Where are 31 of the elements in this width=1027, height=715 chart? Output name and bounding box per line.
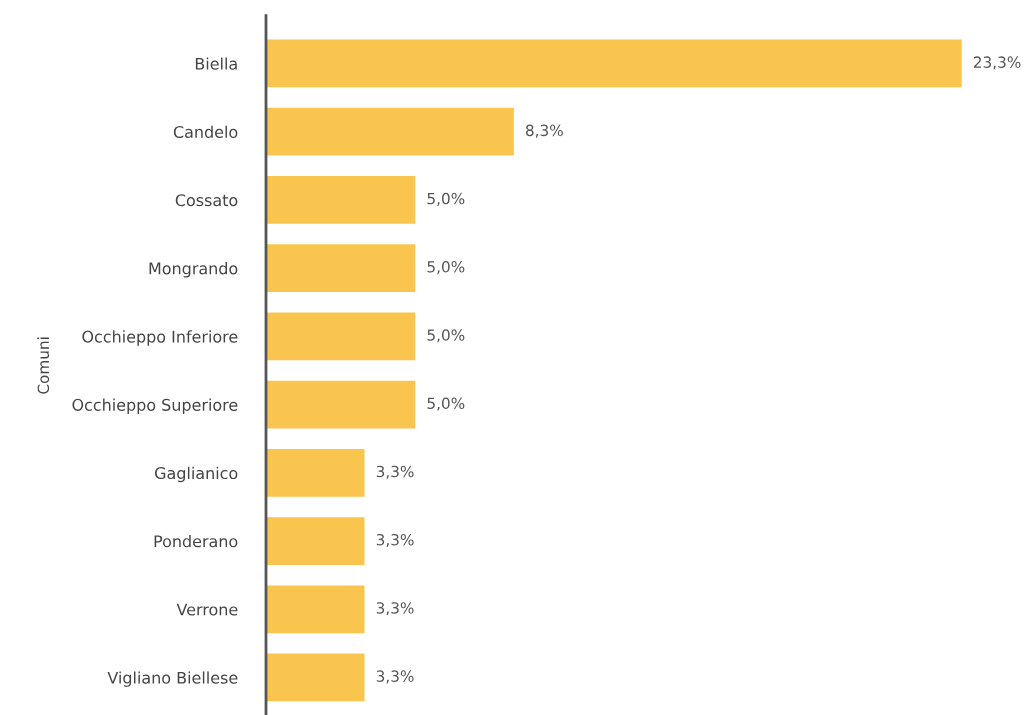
data-label: 3,3% — [376, 670, 414, 684]
data-label: 8,3% — [525, 124, 563, 138]
y-tick-label: Vigliano Biellese — [107, 671, 238, 687]
bar — [265, 244, 416, 293]
y-tick-label: Verrone — [176, 603, 238, 616]
y-tick-label: Ponderano — [154, 534, 238, 548]
y-tick-label: Occhieppo Superiore — [72, 398, 238, 414]
y-tick-label: Biella — [195, 57, 237, 70]
bar — [265, 653, 365, 702]
bar — [265, 176, 416, 224]
data-label: 5,0% — [427, 261, 465, 275]
bar — [265, 517, 365, 565]
y-tick-label: Occhieppo Inferiore — [82, 330, 238, 346]
y-tick-label: Gaglianico — [155, 466, 238, 483]
bar — [265, 39, 962, 88]
data-label: 5,0% — [427, 192, 465, 206]
y-tick-label: Mongrando — [149, 262, 238, 278]
y-axis-title: Comuni — [37, 337, 50, 394]
data-label: 5,0% — [427, 397, 465, 411]
y-tick-label: Cossato — [175, 194, 238, 207]
bar — [265, 448, 365, 497]
data-label: 3,3% — [376, 533, 414, 548]
data-label: 5,0% — [427, 329, 465, 343]
y-tick-label: Candelo — [173, 125, 238, 138]
bar — [265, 107, 514, 156]
bar — [265, 380, 416, 429]
bar — [265, 585, 365, 634]
data-label: 3,3% — [376, 465, 414, 479]
data-label: 23,3% — [973, 56, 1021, 70]
bar — [265, 312, 416, 361]
data-label: 3,3% — [376, 602, 414, 616]
